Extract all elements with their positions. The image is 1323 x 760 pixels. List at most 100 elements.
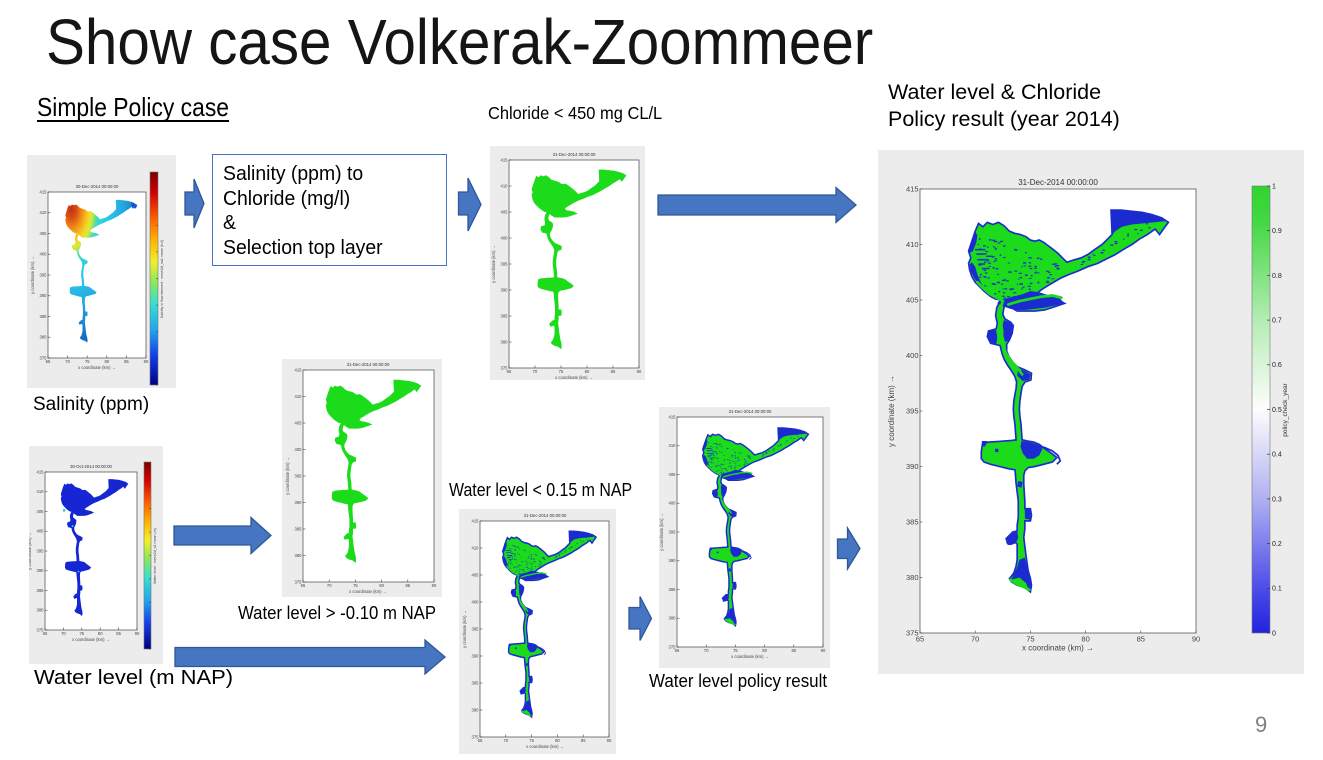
svg-text:75: 75 xyxy=(1026,635,1034,644)
svg-text:415: 415 xyxy=(40,190,48,195)
svg-text:65: 65 xyxy=(301,583,306,588)
svg-text:90: 90 xyxy=(607,738,612,743)
svg-text:70: 70 xyxy=(327,583,332,588)
svg-text:80: 80 xyxy=(762,648,767,653)
svg-text:385: 385 xyxy=(669,587,677,592)
svg-text:0: 0 xyxy=(1272,630,1276,637)
svg-text:0.9: 0.9 xyxy=(1272,228,1282,235)
svg-text:375: 375 xyxy=(669,645,677,650)
svg-text:70: 70 xyxy=(971,635,979,644)
svg-text:375: 375 xyxy=(501,366,509,371)
svg-text:0.5: 0.5 xyxy=(1272,407,1282,414)
svg-text:80: 80 xyxy=(379,583,384,588)
svg-text:380: 380 xyxy=(295,553,303,558)
svg-text:405: 405 xyxy=(40,231,48,236)
svg-text:65: 65 xyxy=(478,738,483,743)
svg-text:395: 395 xyxy=(669,530,677,535)
svg-text:395: 395 xyxy=(295,474,303,479)
svg-text:x coordinate (km) →: x coordinate (km) → xyxy=(78,365,116,370)
svg-text:90: 90 xyxy=(144,359,149,364)
svg-text:90: 90 xyxy=(135,631,140,636)
svg-text:y coordinate (km) →: y coordinate (km) → xyxy=(29,532,32,570)
svg-text:75: 75 xyxy=(559,369,564,374)
svg-text:70: 70 xyxy=(533,369,538,374)
svg-text:405: 405 xyxy=(501,210,509,215)
svg-text:410: 410 xyxy=(472,546,480,551)
svg-text:410: 410 xyxy=(906,240,919,249)
svg-text:85: 85 xyxy=(581,738,586,743)
svg-text:380: 380 xyxy=(669,616,677,621)
svg-text:85: 85 xyxy=(791,648,796,653)
svg-text:415: 415 xyxy=(906,185,919,194)
svg-text:0.4: 0.4 xyxy=(1272,452,1282,459)
svg-text:400: 400 xyxy=(501,236,509,241)
svg-text:375: 375 xyxy=(40,356,48,361)
svg-text:400: 400 xyxy=(472,600,480,605)
svg-text:390: 390 xyxy=(669,558,677,563)
svg-text:90: 90 xyxy=(1192,635,1200,644)
svg-text:85: 85 xyxy=(1137,635,1145,644)
svg-text:410: 410 xyxy=(669,443,677,448)
svg-text:405: 405 xyxy=(472,573,480,578)
svg-text:31-Dec-2014 00:00:00: 31-Dec-2014 00:00:00 xyxy=(347,362,390,367)
svg-text:380: 380 xyxy=(501,340,509,345)
svg-text:x coordinate (km) →: x coordinate (km) → xyxy=(349,589,387,594)
svg-text:0.7: 0.7 xyxy=(1272,318,1282,325)
svg-text:410: 410 xyxy=(295,394,303,399)
svg-text:y coordinate (km) →: y coordinate (km) → xyxy=(491,245,496,283)
svg-text:y coordinate (km) →: y coordinate (km) → xyxy=(887,375,896,447)
svg-text:400: 400 xyxy=(40,252,48,257)
svg-text:0.2: 0.2 xyxy=(1272,541,1282,548)
svg-text:y coordinate (km) →: y coordinate (km) → xyxy=(462,610,467,648)
svg-text:410: 410 xyxy=(501,184,509,189)
svg-text:405: 405 xyxy=(37,509,45,514)
svg-text:30-Dec-2014 00:00:00: 30-Dec-2014 00:00:00 xyxy=(76,184,119,189)
svg-text:385: 385 xyxy=(37,588,45,593)
svg-text:80: 80 xyxy=(1081,635,1089,644)
svg-text:410: 410 xyxy=(37,489,45,494)
svg-text:390: 390 xyxy=(40,293,48,298)
svg-text:75: 75 xyxy=(85,359,90,364)
svg-text:31-Dec-2014 00:00:00: 31-Dec-2014 00:00:00 xyxy=(729,409,772,414)
svg-text:400: 400 xyxy=(37,529,45,534)
svg-text:75: 75 xyxy=(733,648,738,653)
svg-text:30-Oct-2014 00:00:00: 30-Oct-2014 00:00:00 xyxy=(70,464,112,469)
svg-text:90: 90 xyxy=(637,369,642,374)
svg-text:385: 385 xyxy=(472,681,480,686)
svg-text:385: 385 xyxy=(295,527,303,532)
svg-text:y coordinate (km) →: y coordinate (km) → xyxy=(30,256,35,294)
svg-text:415: 415 xyxy=(472,519,480,524)
svg-text:395: 395 xyxy=(37,549,45,554)
svg-text:405: 405 xyxy=(295,421,303,426)
svg-text:85: 85 xyxy=(405,583,410,588)
svg-text:410: 410 xyxy=(40,210,48,215)
svg-text:415: 415 xyxy=(37,470,45,475)
svg-text:395: 395 xyxy=(472,627,480,632)
svg-text:y coordinate (km) →: y coordinate (km) → xyxy=(285,457,290,495)
svg-text:85: 85 xyxy=(116,631,121,636)
svg-text:31-Dec-2014 00:00:00: 31-Dec-2014 00:00:00 xyxy=(1018,178,1098,187)
svg-text:85: 85 xyxy=(611,369,616,374)
svg-text:70: 70 xyxy=(61,631,66,636)
svg-text:375: 375 xyxy=(37,628,45,633)
svg-text:390: 390 xyxy=(37,568,45,573)
svg-text:Salinity in flow element : mes: Salinity in flow element : mesh2d_sa1 me… xyxy=(160,240,164,319)
svg-text:75: 75 xyxy=(79,631,84,636)
svg-text:90: 90 xyxy=(432,583,437,588)
svg-text:70: 70 xyxy=(503,738,508,743)
svg-text:0.8: 0.8 xyxy=(1272,273,1282,280)
svg-text:policy_check_year: policy_check_year xyxy=(1282,382,1289,436)
svg-text:380: 380 xyxy=(40,335,48,340)
svg-text:380: 380 xyxy=(906,573,919,582)
svg-text:405: 405 xyxy=(669,472,677,477)
svg-text:405: 405 xyxy=(906,296,919,305)
svg-text:x coordinate (km) →: x coordinate (km) → xyxy=(72,637,110,642)
svg-text:80: 80 xyxy=(585,369,590,374)
svg-text:395: 395 xyxy=(906,407,919,416)
svg-text:415: 415 xyxy=(501,158,509,163)
svg-text:31-Dec-2014 00:00:00: 31-Dec-2014 00:00:00 xyxy=(524,513,567,518)
svg-text:65: 65 xyxy=(43,631,48,636)
svg-text:400: 400 xyxy=(295,447,303,452)
svg-text:0.3: 0.3 xyxy=(1272,496,1282,503)
svg-text:x coordinate (km) →: x coordinate (km) → xyxy=(555,375,593,380)
